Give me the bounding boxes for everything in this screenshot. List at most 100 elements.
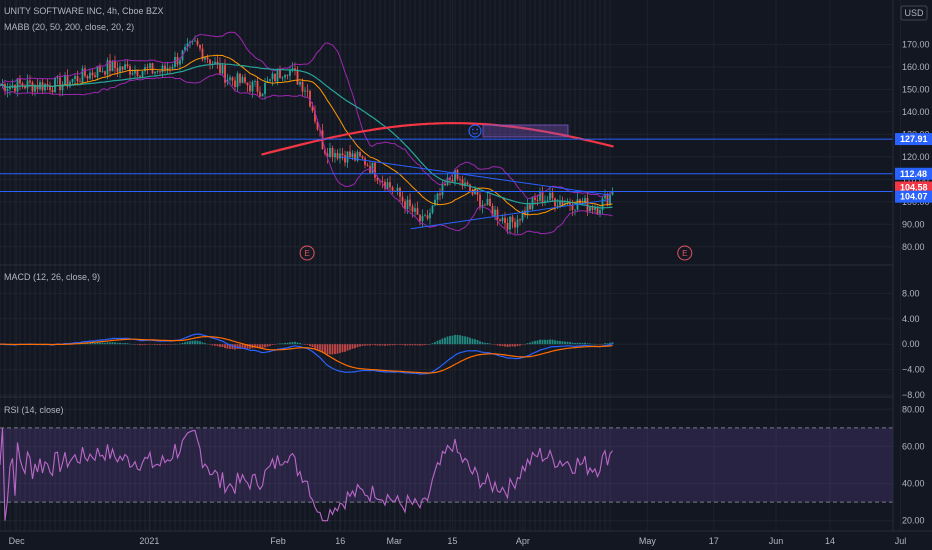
candle[interactable] (219, 57, 221, 76)
currency-button[interactable] (900, 5, 928, 21)
candle[interactable] (534, 193, 536, 205)
candle[interactable] (429, 208, 431, 225)
candle[interactable] (214, 56, 216, 65)
candle[interactable] (79, 77, 81, 83)
candle[interactable] (306, 84, 309, 98)
candle[interactable] (419, 214, 421, 226)
candle[interactable] (309, 89, 311, 108)
candle[interactable] (404, 198, 406, 214)
candle[interactable] (456, 169, 459, 181)
candle[interactable] (46, 78, 49, 91)
candle[interactable] (469, 183, 471, 193)
candle[interactable] (146, 63, 149, 75)
candle[interactable] (431, 204, 434, 215)
candle[interactable] (246, 82, 249, 92)
candle[interactable] (369, 161, 371, 175)
annotation-box[interactable] (482, 124, 569, 138)
candle[interactable] (466, 180, 469, 186)
trendline[interactable] (410, 199, 611, 230)
candle[interactable] (516, 214, 519, 234)
candle[interactable] (366, 162, 369, 167)
candle[interactable] (569, 198, 571, 212)
candle[interactable] (259, 86, 261, 98)
candle[interactable] (16, 78, 19, 97)
candle[interactable] (81, 65, 84, 84)
candle[interactable] (451, 175, 454, 182)
candle[interactable] (61, 81, 64, 97)
candle[interactable] (106, 57, 109, 80)
candle[interactable] (299, 80, 301, 87)
candle[interactable] (204, 57, 206, 63)
candle[interactable] (514, 217, 516, 234)
candle[interactable] (511, 214, 514, 229)
candle[interactable] (594, 203, 596, 214)
candle[interactable] (51, 85, 54, 95)
candle[interactable] (519, 218, 521, 226)
candle[interactable] (159, 70, 161, 76)
candle[interactable] (244, 73, 246, 85)
candle[interactable] (476, 188, 479, 202)
candle[interactable] (166, 61, 169, 75)
candle[interactable] (296, 66, 299, 85)
candle[interactable] (119, 62, 121, 79)
candle[interactable] (599, 204, 601, 217)
candle[interactable] (101, 67, 104, 73)
candle[interactable] (126, 60, 129, 69)
candle[interactable] (499, 218, 501, 223)
candle[interactable] (354, 150, 356, 162)
candle[interactable] (171, 63, 174, 71)
candle[interactable] (6, 82, 9, 98)
candle[interactable] (416, 201, 419, 215)
candle[interactable] (236, 71, 239, 92)
candle[interactable] (461, 175, 464, 190)
candle[interactable] (439, 188, 441, 201)
candle[interactable] (134, 65, 136, 79)
candle[interactable] (199, 44, 201, 52)
candle[interactable] (486, 192, 489, 206)
trendline[interactable] (340, 156, 611, 196)
candle[interactable] (226, 73, 229, 86)
candle[interactable] (289, 65, 291, 81)
candle[interactable] (91, 68, 94, 80)
candle[interactable] (269, 79, 271, 83)
candle[interactable] (526, 198, 529, 219)
candle[interactable] (326, 147, 329, 164)
candle[interactable] (239, 72, 241, 86)
rsi-axis[interactable]: 80.00 60.00 40.00 20.00 (902, 404, 925, 525)
candle[interactable] (284, 74, 286, 82)
candle[interactable] (424, 213, 426, 217)
candle[interactable] (44, 83, 46, 93)
candle[interactable] (339, 148, 341, 164)
candle[interactable] (359, 150, 361, 158)
candle[interactable] (391, 185, 394, 194)
macd-axis[interactable]: 8.00 4.00 0.00 −4.00 −8.00 (902, 288, 925, 400)
candle[interactable] (31, 80, 34, 96)
candle[interactable] (489, 193, 491, 207)
rsi-pane[interactable] (0, 427, 893, 522)
candle[interactable] (121, 66, 124, 72)
candle[interactable] (94, 71, 96, 78)
candle[interactable] (286, 74, 289, 80)
time-axis[interactable]: Dec 2021 Feb 16 Mar 15 Apr May 17 Jun 14 Jul (9, 536, 907, 546)
candle[interactable] (96, 66, 99, 81)
candle[interactable] (346, 151, 349, 168)
candle[interactable] (89, 68, 91, 80)
candle[interactable] (64, 72, 66, 85)
candle[interactable] (156, 70, 159, 75)
candle[interactable] (361, 155, 364, 160)
candle[interactable] (356, 149, 359, 163)
candle[interactable] (484, 203, 486, 207)
candle[interactable] (381, 175, 384, 189)
candle[interactable] (554, 197, 556, 212)
candle[interactable] (334, 149, 336, 163)
candle[interactable] (421, 209, 424, 228)
candle[interactable] (221, 63, 224, 77)
candle[interactable] (274, 73, 276, 82)
candle[interactable] (304, 86, 306, 97)
candle[interactable] (386, 177, 389, 190)
candle[interactable] (314, 105, 316, 124)
candle[interactable] (449, 177, 451, 186)
earnings-marker[interactable]: E (299, 245, 315, 261)
macd-pane[interactable] (0, 333, 614, 375)
